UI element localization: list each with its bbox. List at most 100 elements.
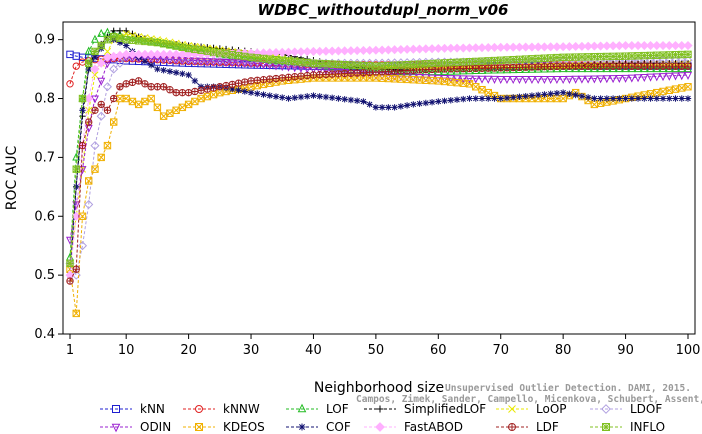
data-point-inflo (259, 54, 268, 63)
data-point-lof (465, 66, 474, 75)
data-point-inflo (353, 61, 361, 69)
data-point-fastabod (302, 47, 312, 57)
data-point-loop (122, 30, 130, 38)
legend-label-fastabod: FastABOD (404, 420, 463, 434)
data-point-cof (528, 92, 536, 99)
data-point-odin (615, 74, 624, 84)
x-tick-label: 80 (555, 343, 572, 358)
data-point-lof (502, 65, 511, 74)
data-point-ldf (128, 78, 137, 87)
data-point-kdeos (72, 309, 80, 318)
data-point-cof (522, 92, 529, 100)
data-point-ldf (515, 63, 524, 72)
data-point-lof (602, 64, 611, 73)
data-point-fastabod (346, 46, 356, 56)
data-point-inflo (203, 47, 212, 55)
data-point-ldf (253, 76, 261, 84)
data-point-cof (485, 95, 492, 102)
data-point-inflo (134, 37, 143, 45)
data-point-odin (228, 59, 237, 68)
data-point-ldof (96, 111, 106, 121)
data-point-lof (571, 64, 580, 73)
legend-item-inflo: INFLO (590, 420, 665, 434)
data-point-inflo (609, 52, 617, 61)
data-point-cof (516, 93, 523, 100)
data-point-kdeos (378, 74, 386, 82)
data-point-ldf (134, 77, 143, 85)
data-point-fastabod (489, 42, 500, 52)
data-point-fastabod (589, 41, 599, 51)
data-point-inflo (521, 55, 530, 63)
data-point-inflo (440, 59, 449, 67)
data-point-inflo (428, 59, 436, 68)
data-point-cof (279, 94, 286, 101)
data-point-odin (609, 75, 618, 84)
legend-marker-ldof (601, 404, 611, 414)
data-point-inflo (340, 60, 349, 69)
data-point-inflo (297, 58, 305, 66)
data-point-inflo (284, 57, 293, 65)
data-point-lof (403, 67, 412, 76)
data-point-lof (577, 64, 586, 73)
series-layer (65, 27, 693, 318)
x-tick-label: 60 (430, 343, 447, 358)
data-point-cof (553, 90, 561, 97)
data-point-lof (527, 64, 536, 73)
data-point-fastabod (140, 49, 150, 59)
data-point-odin (209, 58, 218, 67)
data-point-odin (340, 68, 349, 77)
data-point-ldf (203, 85, 212, 93)
data-point-ldf (359, 68, 368, 77)
data-point-odin (552, 76, 561, 85)
legend-item-simplifiedlof: SimplifiedLOF (364, 402, 486, 416)
data-point-odin (215, 58, 224, 67)
data-point-lof (659, 64, 668, 73)
data-point-inflo (671, 51, 680, 59)
data-point-ldf (272, 74, 280, 83)
data-point-inflo (209, 48, 218, 56)
data-point-ldf (521, 63, 530, 71)
data-point-cof (609, 95, 617, 102)
data-point-ldf (78, 141, 87, 150)
data-point-cof (497, 95, 504, 102)
data-point-fastabod (421, 44, 431, 54)
legend-item-ldof: LDOF (590, 402, 662, 416)
data-point-cof (341, 96, 348, 103)
data-point-inflo (559, 53, 567, 62)
data-point-lof (627, 64, 636, 73)
data-point-odin (477, 75, 487, 84)
data-point-cof (466, 95, 473, 102)
data-point-inflo (278, 56, 286, 64)
data-point-cof (547, 90, 554, 98)
data-point-odin (665, 72, 674, 81)
data-point-inflo (397, 61, 405, 69)
data-point-fastabod (340, 46, 350, 56)
data-point-odin (496, 76, 505, 85)
data-point-inflo (66, 259, 74, 268)
data-point-ldf (365, 68, 374, 77)
data-point-fastabod (171, 49, 181, 59)
data-point-kdeos (203, 92, 212, 101)
data-point-inflo (634, 52, 642, 60)
data-point-fastabod (352, 46, 362, 56)
data-point-cof (304, 93, 311, 100)
x-tick-label: 30 (243, 343, 260, 358)
data-point-kdeos (141, 97, 149, 106)
data-point-inflo (72, 165, 80, 173)
data-point-ldf (103, 106, 112, 115)
data-point-odin (203, 58, 212, 67)
data-point-cof (634, 95, 642, 102)
data-point-inflo (234, 51, 243, 60)
data-point-ldf (596, 62, 605, 70)
data-point-inflo (309, 59, 318, 67)
legend-label-knnw: kNNW (223, 402, 260, 416)
data-point-cof (541, 91, 548, 98)
data-point-cof (578, 92, 586, 100)
data-point-fastabod (146, 49, 156, 59)
data-point-inflo (515, 55, 524, 64)
data-point-lof (446, 66, 455, 75)
data-point-kdeos (590, 100, 599, 109)
data-point-simplifiedlof (110, 27, 117, 35)
legend-item-odin: ODIN (100, 420, 171, 434)
data-point-ldf (615, 62, 624, 70)
